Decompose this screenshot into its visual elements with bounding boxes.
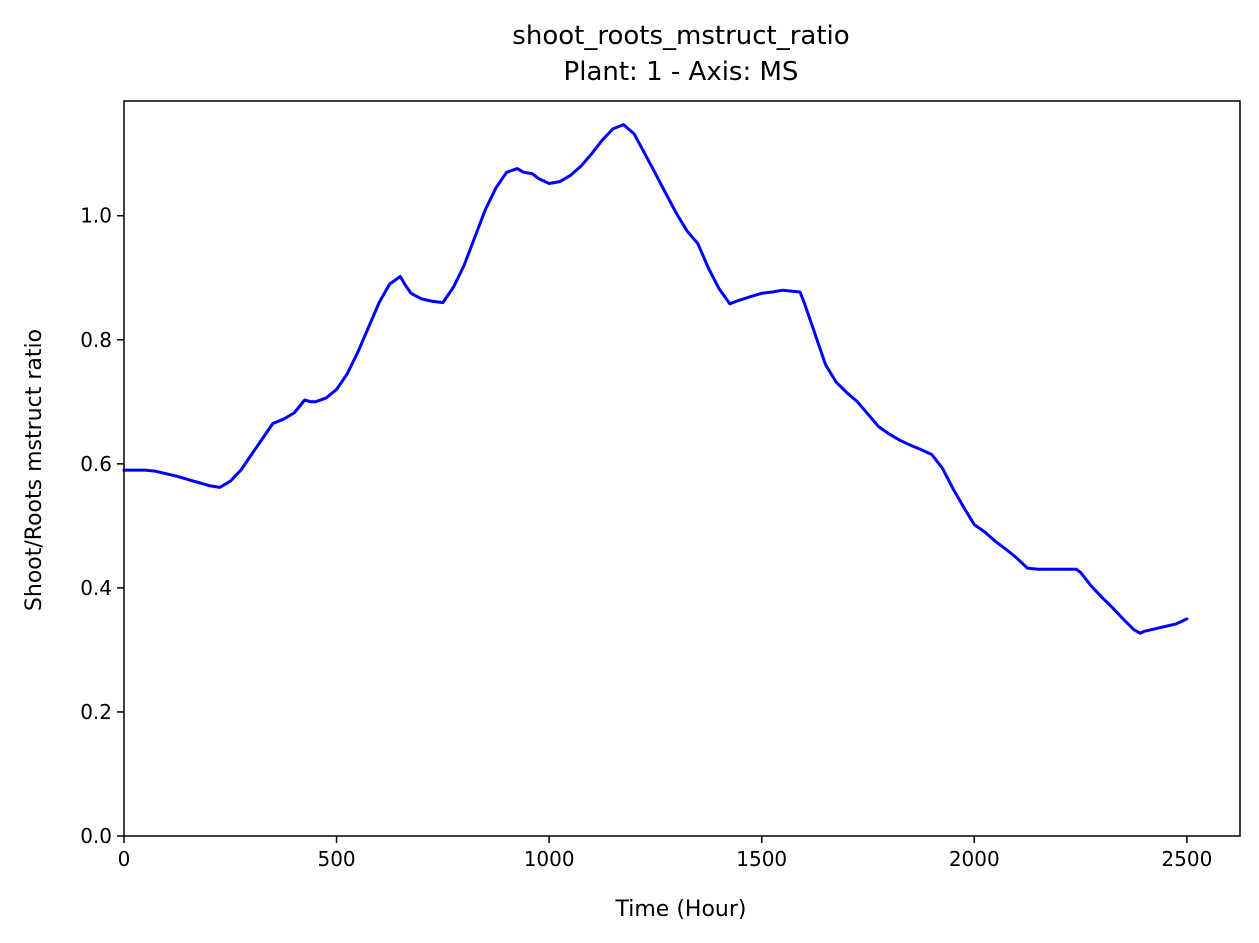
y-tick-label: 0.6 <box>80 452 112 476</box>
series-line <box>122 123 1189 635</box>
y-tick-label: 1.0 <box>80 204 112 228</box>
x-tick-label: 1500 <box>736 847 787 871</box>
x-tick-label: 2500 <box>1161 847 1212 871</box>
y-tick-label: 0.8 <box>80 328 112 352</box>
x-tick-label: 1000 <box>524 847 575 871</box>
chart-subtitle: Plant: 1 - Axis: MS <box>564 57 799 87</box>
x-axis: 0 500 1000 1500 2000 2500 <box>118 836 1212 871</box>
chart-title: shoot_roots_mstruct_ratio <box>512 21 849 51</box>
y-axis: 0.0 0.2 0.4 0.6 0.8 1.0 <box>80 204 124 848</box>
y-tick-label: 0.4 <box>80 576 112 600</box>
y-tick-label: 0.0 <box>80 824 112 848</box>
y-tick-label: 0.2 <box>80 700 112 724</box>
y-axis-label: Shoot/Roots mstruct ratio <box>22 329 47 611</box>
x-tick-label: 0 <box>118 847 131 871</box>
x-tick-label: 2000 <box>949 847 1000 871</box>
x-axis-label: Time (Hour) <box>615 897 747 922</box>
plot-area <box>122 100 1241 837</box>
axes-frame <box>123 100 1241 837</box>
x-tick-label: 500 <box>317 847 355 871</box>
